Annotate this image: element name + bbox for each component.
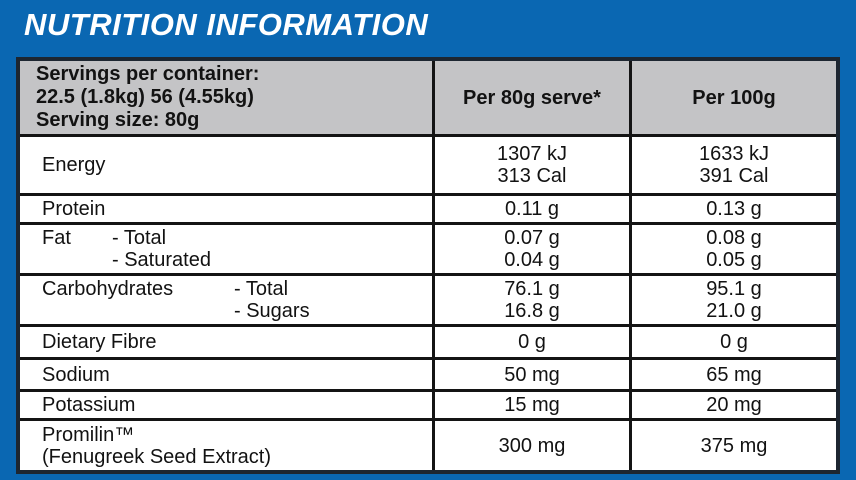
per-100g-value: 1633 kJ <box>698 143 770 165</box>
nutrient-name: Promilin™ <box>42 423 135 446</box>
servings-per-container-line: Servings per container: <box>36 63 260 85</box>
nutrient-label-cell: Energy <box>20 137 432 193</box>
nutrient-label-cell: Potassium <box>20 392 432 418</box>
column-header-per-100g: Per 100g <box>629 61 836 134</box>
per-100g-value: 391 Cal <box>699 165 769 187</box>
per-serve-value: 313 Cal <box>497 165 567 187</box>
per-serve-value-cell: 76.1 g 16.8 g <box>432 276 629 324</box>
per-serve-value-cell: 0.11 g <box>432 196 629 222</box>
table-row: Sodium 50 mg 65 mg <box>20 357 836 389</box>
per-serve-value: 300 mg <box>498 434 566 457</box>
per-100g-value: 95.1 g <box>706 278 762 300</box>
nutrient-name <box>42 249 112 271</box>
per-serve-value-cell: 0 g <box>432 327 629 357</box>
per-100g-value-cell: 65 mg <box>629 360 836 389</box>
per-serve-value: 0 g <box>518 331 546 353</box>
per-100g-value: 0 g <box>720 331 748 353</box>
nutrient-name: Dietary Fibre <box>42 331 157 353</box>
table-row: Carbohydrates - Total - Sugars 76.1 g 16.8 g… <box>20 273 836 324</box>
nutrition-rows: Energy 1307 kJ 313 Cal 1633 kJ 391 Cal Protei… <box>20 134 836 470</box>
page-title: NUTRITION INFORMATION <box>24 7 429 42</box>
nutrient-name: Fat <box>42 227 71 249</box>
table-row: Promilin™ (Fenugreek Seed Extract) 300 mg 3… <box>20 418 836 470</box>
per-100g-value: 65 mg <box>706 363 762 386</box>
per-100g-value: 0.13 g <box>706 198 762 220</box>
per-100g-value-cell: 0.13 g <box>629 196 836 222</box>
servings-info-cell: Servings per container: 22.5 (1.8kg) 56 … <box>20 61 432 134</box>
nutrient-label-line: Carbohydrates - Total <box>42 278 424 300</box>
table-row: Protein 0.11 g 0.13 g <box>20 193 836 222</box>
serving-size-line: Serving size: 80g <box>36 109 200 131</box>
nutrient-sub-label: - Total <box>112 227 167 249</box>
per-serve-value: 0.11 g <box>504 198 560 220</box>
nutrient-label-line: - Saturated <box>42 249 424 271</box>
per-serve-value-cell: 15 mg <box>432 392 629 418</box>
per-100g-value-cell: 20 mg <box>629 392 836 418</box>
nutrient-label-line: - Sugars <box>42 300 424 322</box>
per-serve-value: 16.8 g <box>504 300 560 322</box>
nutrient-sub-label: - Total <box>234 278 289 300</box>
nutrient-label-cell: Sodium <box>20 360 432 389</box>
per-serve-value: 15 mg <box>504 394 560 416</box>
table-row: Energy 1307 kJ 313 Cal 1633 kJ 391 Cal <box>20 134 836 193</box>
per-serve-value: 0.04 g <box>504 249 560 271</box>
per-serve-value-cell: 0.07 g 0.04 g <box>432 225 629 273</box>
nutrient-label-cell: Carbohydrates - Total - Sugars <box>20 276 432 324</box>
nutrient-name: Carbohydrates <box>42 278 174 300</box>
table-row: Potassium 15 mg 20 mg <box>20 389 836 418</box>
per-100g-value-cell: 0 g <box>629 327 836 357</box>
nutrient-name: Sodium <box>42 363 110 386</box>
per-serve-value-cell: 50 mg <box>432 360 629 389</box>
per-100g-value: 375 mg <box>700 434 768 457</box>
nutrient-name: Protein <box>42 198 106 220</box>
column-header-per-serve: Per 80g serve* <box>432 61 629 134</box>
nutrient-label-cell: Dietary Fibre <box>20 327 432 357</box>
table-header-row: Servings per container: 22.5 (1.8kg) 56 … <box>20 61 836 134</box>
per-serve-value: 1307 kJ <box>496 143 568 165</box>
nutrient-name: Energy <box>42 154 106 176</box>
nutrient-name: Potassium <box>42 394 136 416</box>
per-100g-value-cell: 95.1 g 21.0 g <box>629 276 836 324</box>
per-serve-value: 76.1 g <box>504 278 560 300</box>
nutrition-table: Servings per container: 22.5 (1.8kg) 56 … <box>16 57 840 474</box>
nutrient-label-cell: Protein <box>20 196 432 222</box>
per-100g-value-cell: 1633 kJ 391 Cal <box>629 137 836 193</box>
nutrient-label-cell: Promilin™ (Fenugreek Seed Extract) <box>20 421 432 470</box>
per-serve-value-cell: 1307 kJ 313 Cal <box>432 137 629 193</box>
nutrient-label-cell: Fat - Total - Saturated <box>20 225 432 273</box>
per-100g-value: 20 mg <box>706 394 762 416</box>
per-serve-value: 0.07 g <box>504 227 560 249</box>
nutrient-name <box>42 300 234 322</box>
nutrient-name-line2: (Fenugreek Seed Extract) <box>42 445 271 468</box>
per-100g-value: 0.05 g <box>706 249 762 271</box>
nutrient-sub-label: - Sugars <box>234 300 310 322</box>
table-row: Dietary Fibre 0 g 0 g <box>20 324 836 357</box>
nutrient-sub-label: - Saturated <box>112 249 211 271</box>
per-100g-value-cell: 375 mg <box>629 421 836 470</box>
per-serve-value-cell: 300 mg <box>432 421 629 470</box>
per-100g-value-cell: 0.08 g 0.05 g <box>629 225 836 273</box>
per-serve-value: 50 mg <box>504 363 560 386</box>
servings-count-line: 22.5 (1.8kg) 56 (4.55kg) <box>36 86 254 108</box>
per-100g-value: 0.08 g <box>706 227 762 249</box>
per-100g-value: 21.0 g <box>706 300 762 322</box>
nutrient-label-line: Fat - Total <box>42 227 424 249</box>
